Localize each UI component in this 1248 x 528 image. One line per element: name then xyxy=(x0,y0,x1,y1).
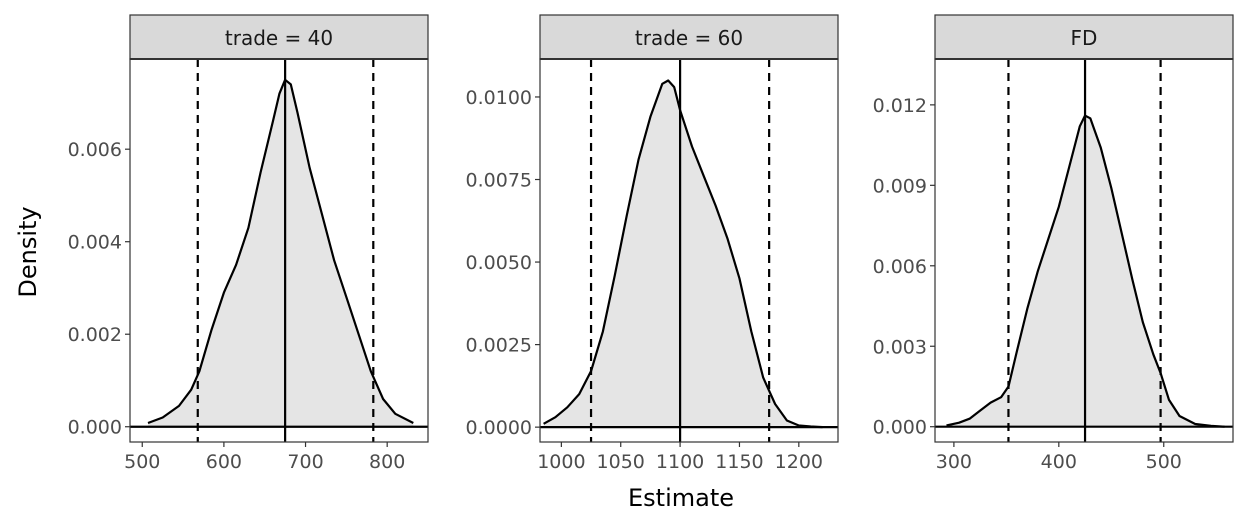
y-tick-label: 0.002 xyxy=(68,324,122,346)
y-tick-label: 0.000 xyxy=(68,417,122,439)
facet-panels: trade = 40 0.000 0.002 0.004 0.006 500 600 700 8… xyxy=(68,14,1234,473)
density-curve xyxy=(543,79,823,429)
x-tick-label: 400 xyxy=(1041,451,1077,473)
facet-strip-label: trade = 60 xyxy=(635,26,743,50)
y-tick-label: 0.0050 xyxy=(466,252,532,274)
x-tick-label: 1100 xyxy=(656,451,704,473)
y-tick-label: 0.012 xyxy=(873,95,927,117)
y-tick-label: 0.0075 xyxy=(466,170,532,192)
y-tick-label: 0.0025 xyxy=(466,335,532,357)
density-curve xyxy=(946,114,1225,428)
facet-strip xyxy=(539,14,839,60)
y-tick-label: 0.000 xyxy=(873,417,927,439)
x-tick-label: 1000 xyxy=(537,451,585,473)
x-tick-label: 500 xyxy=(124,451,160,473)
facet-panel: FD 0.000 0.003 0.006 0.009 0.012 300 400 500 xyxy=(873,14,1234,473)
x-axis-title: Estimate xyxy=(628,484,734,512)
x-tick-label: 1200 xyxy=(775,451,823,473)
y-tick-label: 0.003 xyxy=(873,336,927,358)
facet-panel: trade = 60 0.0000 0.0025 0.0050 0.0075 0.0100… xyxy=(466,14,839,473)
facet-strip-label: FD xyxy=(1071,26,1098,50)
x-tick-label: 1050 xyxy=(597,451,645,473)
x-tick-label: 300 xyxy=(936,451,972,473)
x-tick-label: 500 xyxy=(1146,451,1182,473)
facet-strip xyxy=(934,14,1234,60)
facet-panel: trade = 40 0.000 0.002 0.004 0.006 500 600 700 8… xyxy=(68,14,429,473)
y-tick-label: 0.004 xyxy=(68,232,122,254)
density-area xyxy=(148,79,414,427)
y-tick-label: 0.009 xyxy=(873,175,927,197)
y-axis-title: Density xyxy=(14,206,42,297)
y-tick-label: 0.0100 xyxy=(466,87,532,109)
y-tick-label: 0.006 xyxy=(873,256,927,278)
x-tick-label: 600 xyxy=(206,451,242,473)
y-tick-label: 0.0000 xyxy=(466,417,532,439)
x-tick-label: 800 xyxy=(369,451,405,473)
x-tick-label: 1150 xyxy=(715,451,763,473)
facet-strip-label: trade = 40 xyxy=(225,26,333,50)
facet-strip xyxy=(129,14,429,60)
x-tick-label: 700 xyxy=(287,451,323,473)
y-tick-label: 0.006 xyxy=(68,139,122,161)
